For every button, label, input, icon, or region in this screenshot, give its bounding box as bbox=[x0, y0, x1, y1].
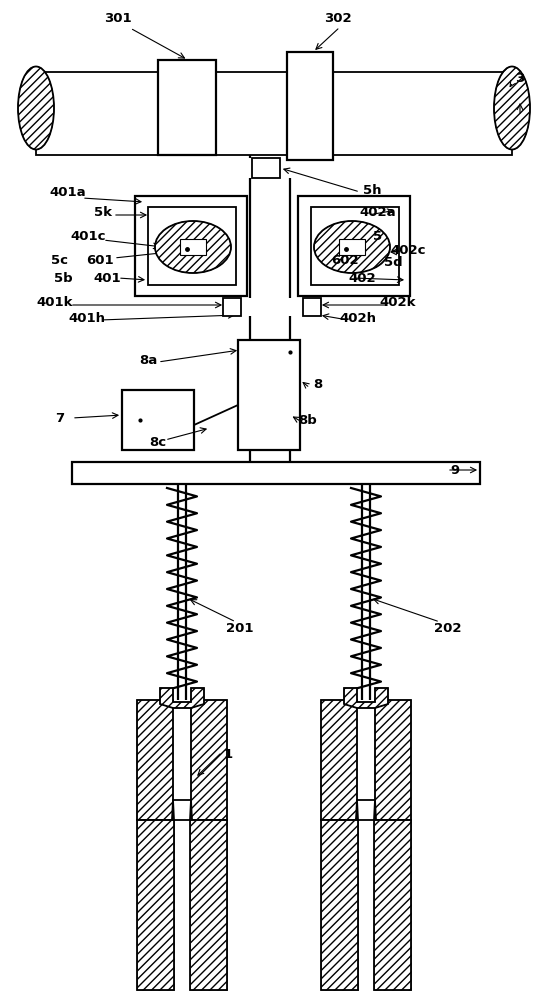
Polygon shape bbox=[173, 800, 191, 820]
Bar bbox=[311, 207, 399, 285]
Polygon shape bbox=[137, 700, 173, 820]
Text: 602: 602 bbox=[331, 253, 359, 266]
Text: 5k: 5k bbox=[94, 206, 112, 219]
Ellipse shape bbox=[314, 221, 390, 273]
Text: 5c: 5c bbox=[52, 253, 69, 266]
Text: 8a: 8a bbox=[139, 354, 157, 366]
Text: 401: 401 bbox=[93, 271, 121, 284]
Text: 9: 9 bbox=[450, 464, 460, 477]
Polygon shape bbox=[374, 820, 411, 990]
Bar bbox=[223, 298, 241, 316]
Ellipse shape bbox=[18, 66, 54, 149]
Text: 3: 3 bbox=[515, 72, 525, 85]
Polygon shape bbox=[344, 688, 388, 708]
Text: 402h: 402h bbox=[339, 312, 377, 324]
Ellipse shape bbox=[494, 66, 530, 149]
Text: 402k: 402k bbox=[379, 296, 416, 310]
Text: 8c: 8c bbox=[150, 436, 167, 448]
Bar bbox=[339, 239, 365, 255]
Text: 5b: 5b bbox=[54, 271, 72, 284]
Bar bbox=[303, 298, 321, 316]
Bar bbox=[252, 158, 280, 178]
Text: 8b: 8b bbox=[299, 414, 317, 426]
Bar bbox=[298, 196, 410, 296]
Text: 401k: 401k bbox=[37, 296, 73, 310]
Ellipse shape bbox=[155, 221, 231, 273]
Polygon shape bbox=[357, 800, 375, 820]
Text: 402: 402 bbox=[348, 271, 376, 284]
Text: 5: 5 bbox=[373, 231, 383, 243]
Bar bbox=[36, 72, 512, 155]
Text: 401a: 401a bbox=[50, 186, 86, 200]
Bar bbox=[72, 462, 480, 484]
Text: 5h: 5h bbox=[363, 184, 381, 196]
Text: 202: 202 bbox=[434, 621, 462, 635]
Text: 601: 601 bbox=[86, 253, 114, 266]
Text: 8: 8 bbox=[314, 378, 323, 391]
Text: 402c: 402c bbox=[390, 243, 426, 256]
Polygon shape bbox=[375, 700, 411, 820]
Polygon shape bbox=[191, 700, 227, 820]
Bar bbox=[148, 207, 236, 285]
Text: 401c: 401c bbox=[70, 231, 106, 243]
Bar bbox=[122, 390, 194, 450]
Polygon shape bbox=[321, 820, 358, 990]
Text: 7: 7 bbox=[56, 412, 64, 424]
Text: 302: 302 bbox=[324, 11, 352, 24]
Text: 201: 201 bbox=[226, 621, 254, 635]
Polygon shape bbox=[160, 688, 204, 708]
Text: 301: 301 bbox=[104, 11, 132, 24]
Text: 401h: 401h bbox=[69, 312, 106, 324]
Bar bbox=[287, 52, 333, 160]
Polygon shape bbox=[137, 820, 174, 990]
Bar bbox=[238, 340, 300, 450]
Text: 402a: 402a bbox=[360, 206, 397, 219]
Bar bbox=[135, 196, 247, 296]
Text: 5d: 5d bbox=[384, 255, 402, 268]
Text: 1: 1 bbox=[223, 748, 233, 762]
Polygon shape bbox=[190, 820, 227, 990]
Polygon shape bbox=[321, 700, 357, 820]
Bar bbox=[158, 60, 216, 155]
Bar bbox=[180, 239, 206, 255]
